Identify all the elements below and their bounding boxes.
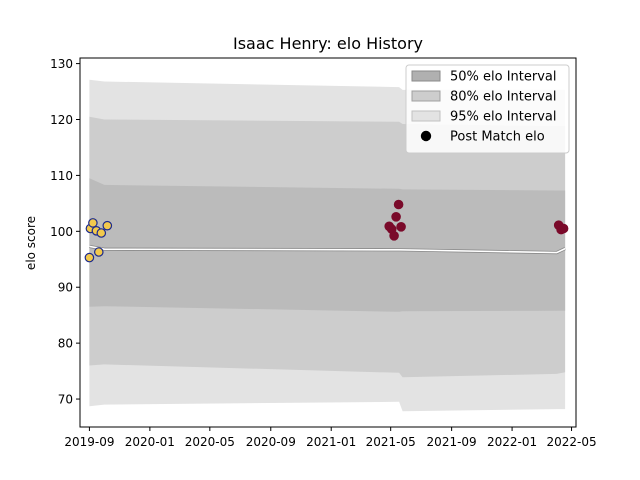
y-tick-label-0: 70 [58,393,73,407]
data-point-1-2 [389,231,399,241]
axes-frame [79,57,577,428]
data-point-0-4 [94,247,104,257]
data-point-1-8 [558,223,569,234]
chart-title: Isaac Henry: elo History [233,34,423,53]
legend: 50% elo Interval 80% elo Interval 95% elo … [405,64,570,154]
data-point-0-6 [102,220,113,231]
y-tick-label-4: 110 [50,169,73,183]
x-tick-label-6: 2021-09 [427,435,477,449]
interval-band-2 [89,178,566,312]
x-tick-label-4: 2021-01 [306,435,356,449]
y-axis-label: elo score [24,216,38,270]
y-tick-label-6: 130 [50,57,73,71]
data-point-0-2 [88,218,98,228]
x-tick-label-5: 2021-05 [366,435,416,449]
x-tick-label-0: 2019-09 [64,435,114,449]
legend-swatch-1 [411,90,441,102]
legend-box [405,64,570,154]
x-tick-label-2: 2020-05 [185,435,235,449]
data-point-1-4 [393,199,404,210]
legend-swatch-0 [411,70,441,82]
y-tick-label-5: 120 [50,113,73,127]
x-tick-label-8: 2022-05 [546,435,596,449]
legend-marker-3 [420,130,432,142]
legend-label-1: 80% elo Interval [450,90,557,105]
x-tick-label-1: 2020-01 [125,435,175,449]
y-tick-label-2: 90 [58,281,73,295]
legend-label-2: 95% elo Interval [450,110,557,125]
legend-label-0: 50% elo Interval [450,70,557,85]
plot-area: 70 80 90 100 110 120 130 2019-09 2020-01 2020-05 2… [50,57,597,449]
legend-swatch-2 [411,110,441,122]
y-tick-label-3: 100 [50,225,73,239]
data-point-0-5 [96,228,107,238]
x-tick-label-3: 2020-09 [246,435,296,449]
data-point-0-0 [84,252,95,263]
x-tick-label-7: 2022-01 [487,435,537,449]
y-tick-label-1: 80 [58,337,73,351]
legend-label-3: Post Match elo [450,130,545,145]
data-point-1-5 [396,222,406,232]
data-point-1-3 [391,212,401,222]
